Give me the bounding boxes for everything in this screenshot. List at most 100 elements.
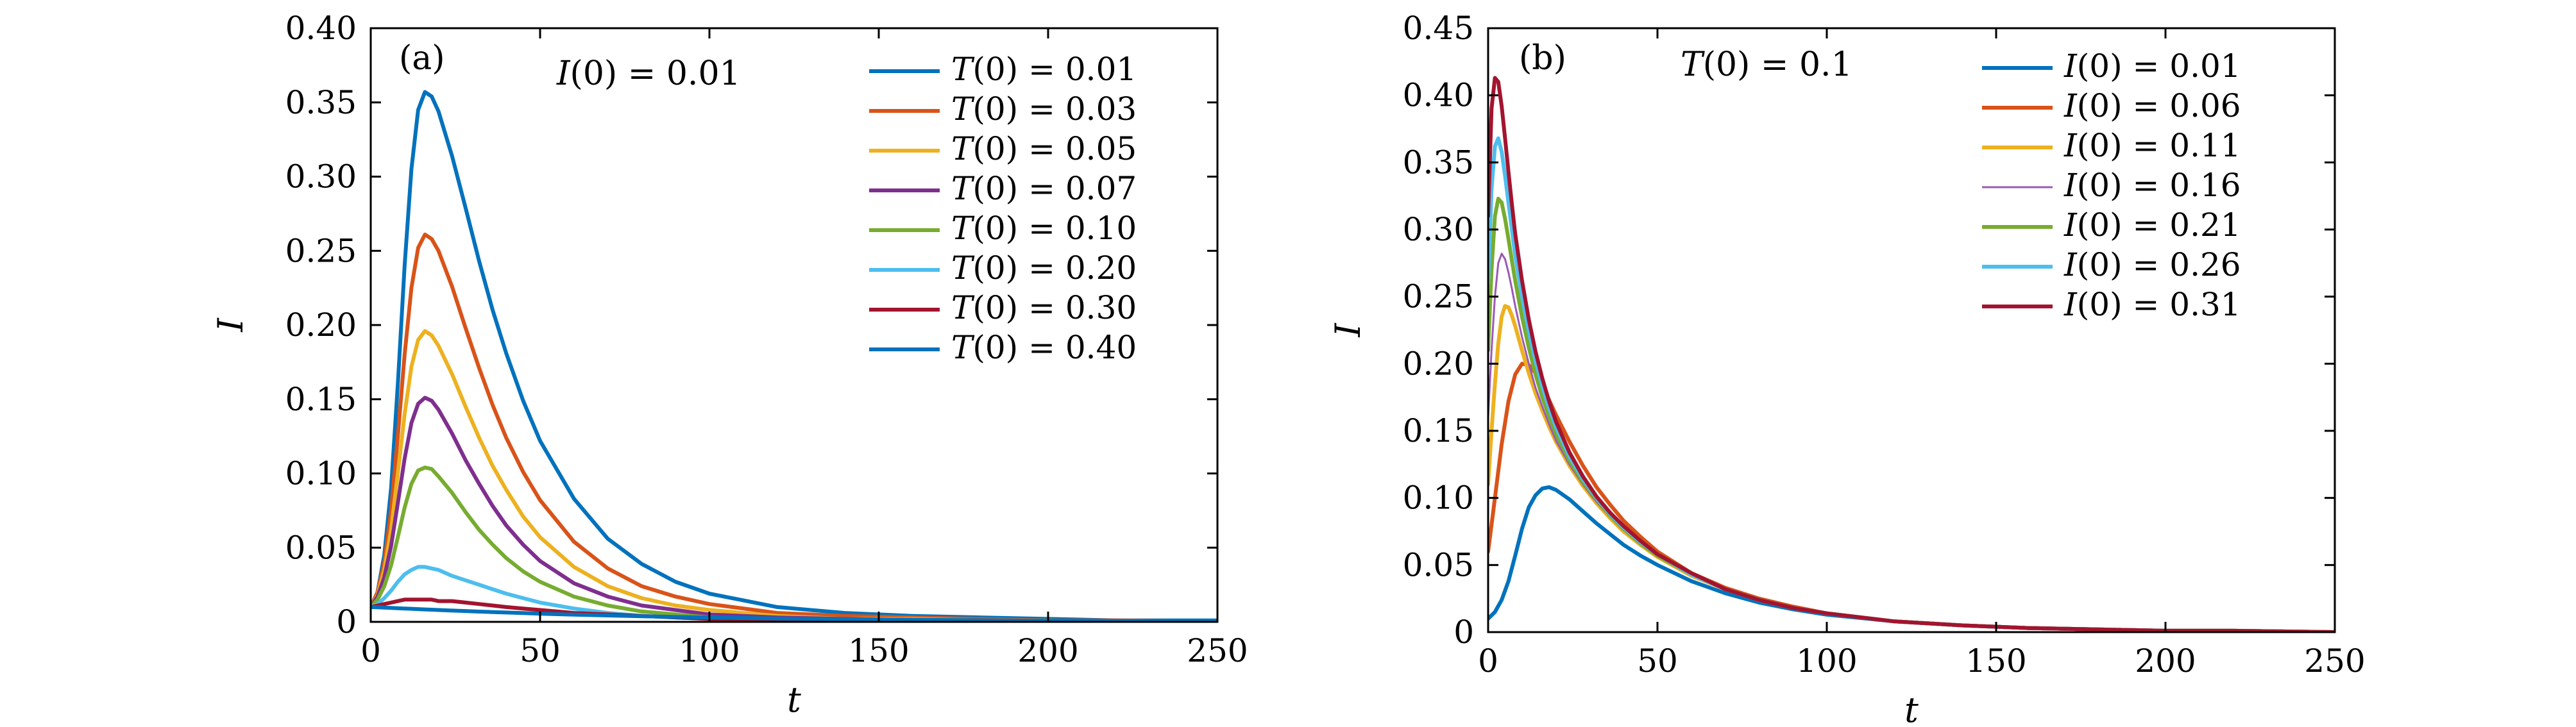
- x-tick-label: 200: [2135, 642, 2196, 680]
- panel-label: (a): [399, 39, 445, 78]
- legend-value: (0) = 0.20: [972, 249, 1137, 287]
- series-lines: [1488, 76, 2335, 632]
- series-line-8: [371, 605, 1217, 622]
- legend-variable: T: [951, 329, 975, 366]
- legend-entry: T(0) = 0.05: [951, 130, 1137, 167]
- panel-a: 0 50 100 150 200 250 0 0.05 0.10 0.15 0.20 0.25 0.30…: [210, 10, 1248, 720]
- x-tick-label: 150: [1965, 642, 2026, 680]
- legend-variable: T: [951, 90, 975, 128]
- x-tick-label: 100: [1796, 642, 1857, 680]
- legend-entry: I(0) = 0.21: [2063, 206, 2241, 244]
- legend-entry: T(0) = 0.30: [951, 289, 1137, 326]
- legend-variable: I: [2063, 167, 2078, 204]
- series-line-2: [371, 232, 1217, 622]
- x-tick-label: 250: [2304, 642, 2365, 680]
- legend-entry: T(0) = 0.10: [951, 210, 1137, 247]
- series-line-3: [1488, 304, 2335, 632]
- legend-variable: I: [2063, 127, 2078, 164]
- legend-value: (0) = 0.40: [972, 329, 1137, 366]
- plot-frame: [1487, 27, 2336, 633]
- y-axis-label: I: [1328, 322, 1368, 338]
- series-line-1: [371, 90, 1217, 622]
- condition-annotation: T(0) = 0.1: [1681, 46, 1852, 84]
- y-tick-label: 0.45: [1403, 10, 1474, 47]
- x-tick-label: 0: [1478, 642, 1498, 680]
- legend-entry: T(0) = 0.20: [951, 249, 1137, 287]
- legend-variable: I: [2063, 286, 2078, 323]
- annotation-variable: T: [1681, 46, 1705, 84]
- y-tick-label: 0: [1453, 614, 1474, 651]
- legend-entry: I(0) = 0.31: [2063, 286, 2241, 323]
- legend-entry: T(0) = 0.03: [951, 90, 1137, 128]
- legend-variable: I: [2063, 87, 2078, 124]
- y-tick-label: 0.10: [1403, 480, 1474, 517]
- legend-variable: T: [951, 249, 975, 287]
- legend-value: (0) = 0.10: [972, 210, 1137, 247]
- y-tick-label: 0.20: [1403, 345, 1474, 382]
- legend-entry: I(0) = 0.11: [2063, 127, 2241, 164]
- legend-entry: T(0) = 0.07: [951, 170, 1137, 207]
- y-tick-label: 0.05: [1403, 546, 1474, 583]
- y-tick-label: 0.25: [285, 232, 357, 269]
- y-tick-label: 0.25: [1403, 278, 1474, 315]
- y-tick-label: 0.40: [285, 10, 357, 47]
- legend-entry: T(0) = 0.40: [951, 329, 1137, 366]
- legend-entry: T(0) = 0.01: [951, 51, 1137, 88]
- legend-variable: T: [951, 130, 975, 167]
- series-line-5: [371, 465, 1217, 622]
- y-tick-label: 0.15: [1403, 412, 1474, 449]
- legend-entry: I(0) = 0.06: [2063, 87, 2241, 124]
- annotation-value: (0) = 0.01: [570, 54, 741, 93]
- panel-label: (b): [1519, 39, 1566, 78]
- y-tick-label: 0.35: [285, 84, 357, 121]
- annotation-value: (0) = 0.1: [1703, 46, 1852, 84]
- annotation-variable: I: [556, 54, 571, 93]
- legend-value: (0) = 0.01: [972, 51, 1137, 88]
- legend-entry: I(0) = 0.01: [2063, 47, 2241, 85]
- legend-value: (0) = 0.26: [2077, 246, 2241, 283]
- legend-variable: I: [2063, 47, 2078, 85]
- x-tick-label: 250: [1187, 632, 1248, 669]
- x-tick-label: 200: [1017, 632, 1078, 669]
- y-tick-label: 0.10: [285, 455, 357, 492]
- series-line-3: [371, 329, 1217, 622]
- legend: I(0) = 0.01I(0) = 0.06I(0) = 0.11I(0) = …: [1982, 47, 2241, 323]
- x-tick-label: 150: [848, 632, 909, 669]
- y-tick-label: 0.15: [285, 381, 357, 418]
- legend-entry: I(0) = 0.16: [2063, 167, 2241, 204]
- x-tick-label: 0: [360, 632, 381, 669]
- legend-value: (0) = 0.07: [972, 170, 1137, 207]
- legend-variable: I: [2063, 246, 2078, 283]
- legend-value: (0) = 0.21: [2077, 206, 2241, 244]
- series-lines: [371, 90, 1217, 622]
- x-tick-label: 50: [1637, 642, 1678, 680]
- y-tick-label: 0.20: [285, 306, 357, 344]
- legend-entry: I(0) = 0.26: [2063, 246, 2241, 283]
- legend-value: (0) = 0.16: [2077, 167, 2241, 204]
- series-line-7: [1488, 76, 2335, 632]
- y-tick-label: 0.30: [1403, 211, 1474, 248]
- condition-annotation: I(0) = 0.01: [556, 54, 741, 93]
- legend-value: (0) = 0.11: [2077, 127, 2241, 164]
- legend-value: (0) = 0.06: [2077, 87, 2241, 124]
- legend-value: (0) = 0.30: [972, 289, 1137, 326]
- legend-value: (0) = 0.05: [972, 130, 1137, 167]
- legend: T(0) = 0.01T(0) = 0.03T(0) = 0.05T(0) = …: [869, 51, 1137, 366]
- x-tick-label: 100: [679, 632, 740, 669]
- legend-value: (0) = 0.01: [2077, 47, 2241, 85]
- x-axis-label: t: [1904, 690, 1919, 727]
- legend-variable: T: [951, 289, 975, 326]
- y-tick-label: 0.30: [285, 158, 357, 196]
- y-tick-label: 0.35: [1403, 144, 1474, 181]
- legend-variable: T: [951, 210, 975, 247]
- series-line-2: [1488, 362, 2335, 632]
- legend-variable: T: [951, 51, 975, 88]
- x-tick-label: 50: [520, 632, 561, 669]
- legend-variable: I: [2063, 206, 2078, 244]
- y-tick-label: 0.05: [285, 529, 357, 566]
- y-axis-label: I: [210, 317, 251, 333]
- legend-value: (0) = 0.31: [2077, 286, 2241, 323]
- x-axis-label: t: [787, 680, 801, 720]
- legend-variable: T: [951, 170, 975, 207]
